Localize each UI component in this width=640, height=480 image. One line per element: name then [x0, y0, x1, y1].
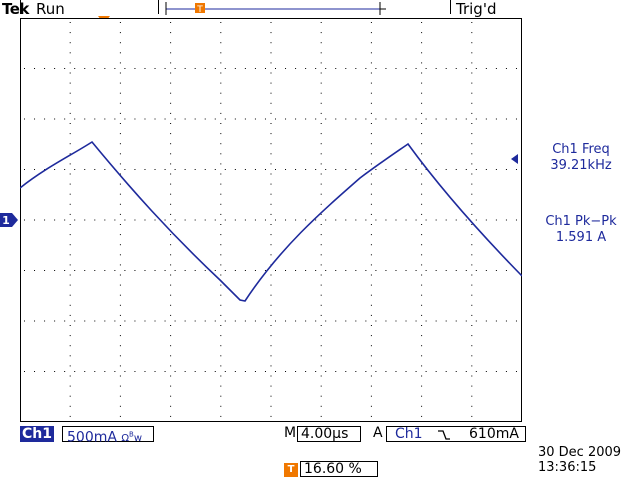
freq-measurement: Ch1 Freq 39.21kHz: [526, 142, 636, 174]
oscilloscope-screen[interactable]: [20, 18, 522, 422]
falling-edge-icon: [438, 430, 450, 440]
ch1-waveform: [20, 140, 522, 302]
divider: [158, 0, 159, 14]
trigger-box[interactable]: Ch1 610mA: [386, 426, 526, 442]
timebase-value: 4.00µs: [301, 426, 349, 442]
trigger-source: Ch1: [395, 426, 423, 442]
scale-value: 500mA: [67, 429, 117, 446]
divider: [450, 0, 451, 14]
ch1-ground-marker-icon[interactable]: 1: [0, 212, 20, 228]
brand-logo: Tek: [2, 0, 29, 18]
divider: [20, 0, 21, 14]
timebase-mode: M: [284, 425, 297, 441]
freq-value: 39.21kHz: [550, 158, 612, 173]
pkpk-value: 1.591 A: [555, 230, 607, 245]
status-bar: Tek Run T Trig'd: [0, 0, 640, 18]
freq-label: Ch1 Freq: [552, 142, 610, 157]
position-value: 16.60 %: [304, 461, 362, 477]
grid-dots: [24, 22, 517, 417]
time: 13:36:15: [538, 460, 597, 475]
trigger-level-icon[interactable]: [510, 154, 520, 164]
timebase-box[interactable]: 4.00µs: [297, 426, 361, 442]
horizontal-position-icon: T: [284, 463, 298, 477]
channel-label[interactable]: Ch1: [20, 426, 54, 442]
trigger-state: Trig'd: [456, 0, 497, 18]
channel-scale[interactable]: 500mA ΩBw: [62, 426, 154, 446]
horizontal-position-box[interactable]: 16.60 %: [300, 461, 378, 477]
graticule: [20, 18, 522, 422]
trigger-level: 610mA: [469, 426, 519, 442]
svg-text:1: 1: [2, 214, 10, 227]
date: 30 Dec 2009: [538, 445, 622, 460]
pkpk-label: Ch1 Pk−Pk: [545, 214, 617, 229]
trigger-type: A: [373, 425, 383, 441]
trigger-position-icon: T: [195, 3, 205, 15]
svg-text:T: T: [196, 5, 203, 15]
ohm-bandwidth-icon: ΩBw: [121, 431, 143, 445]
pkpk-measurement: Ch1 Pk−Pk 1.591 A: [526, 214, 636, 246]
run-state: Run: [36, 0, 65, 18]
